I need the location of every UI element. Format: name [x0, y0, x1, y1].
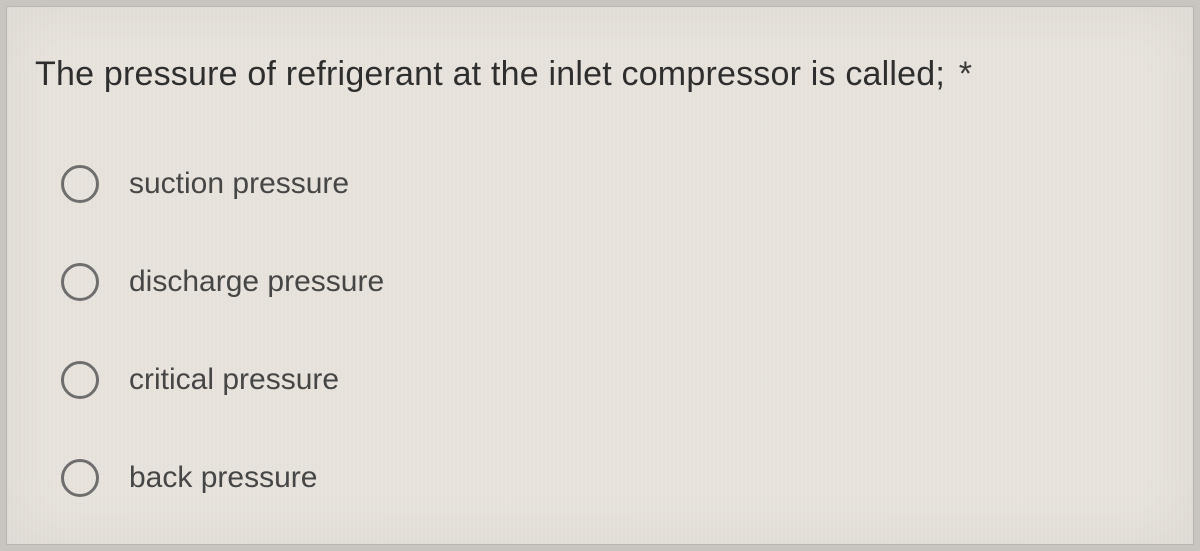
option-label: back pressure [129, 461, 317, 495]
option-label: critical pressure [129, 363, 339, 397]
required-asterisk: * [959, 55, 972, 93]
radio-icon [61, 361, 99, 399]
option-discharge-pressure[interactable]: discharge pressure [61, 263, 384, 301]
question-text: The pressure of refrigerant at the inlet… [35, 55, 945, 93]
option-critical-pressure[interactable]: critical pressure [61, 361, 384, 399]
question-text-row: The pressure of refrigerant at the inlet… [35, 55, 972, 94]
options-group: suction pressure discharge pressure crit… [61, 165, 384, 497]
radio-icon [61, 459, 99, 497]
option-label: suction pressure [129, 167, 349, 201]
option-label: discharge pressure [129, 265, 384, 299]
option-back-pressure[interactable]: back pressure [61, 459, 384, 497]
radio-icon [61, 165, 99, 203]
option-suction-pressure[interactable]: suction pressure [61, 165, 384, 203]
question-card: The pressure of refrigerant at the inlet… [6, 6, 1194, 545]
radio-icon [61, 263, 99, 301]
